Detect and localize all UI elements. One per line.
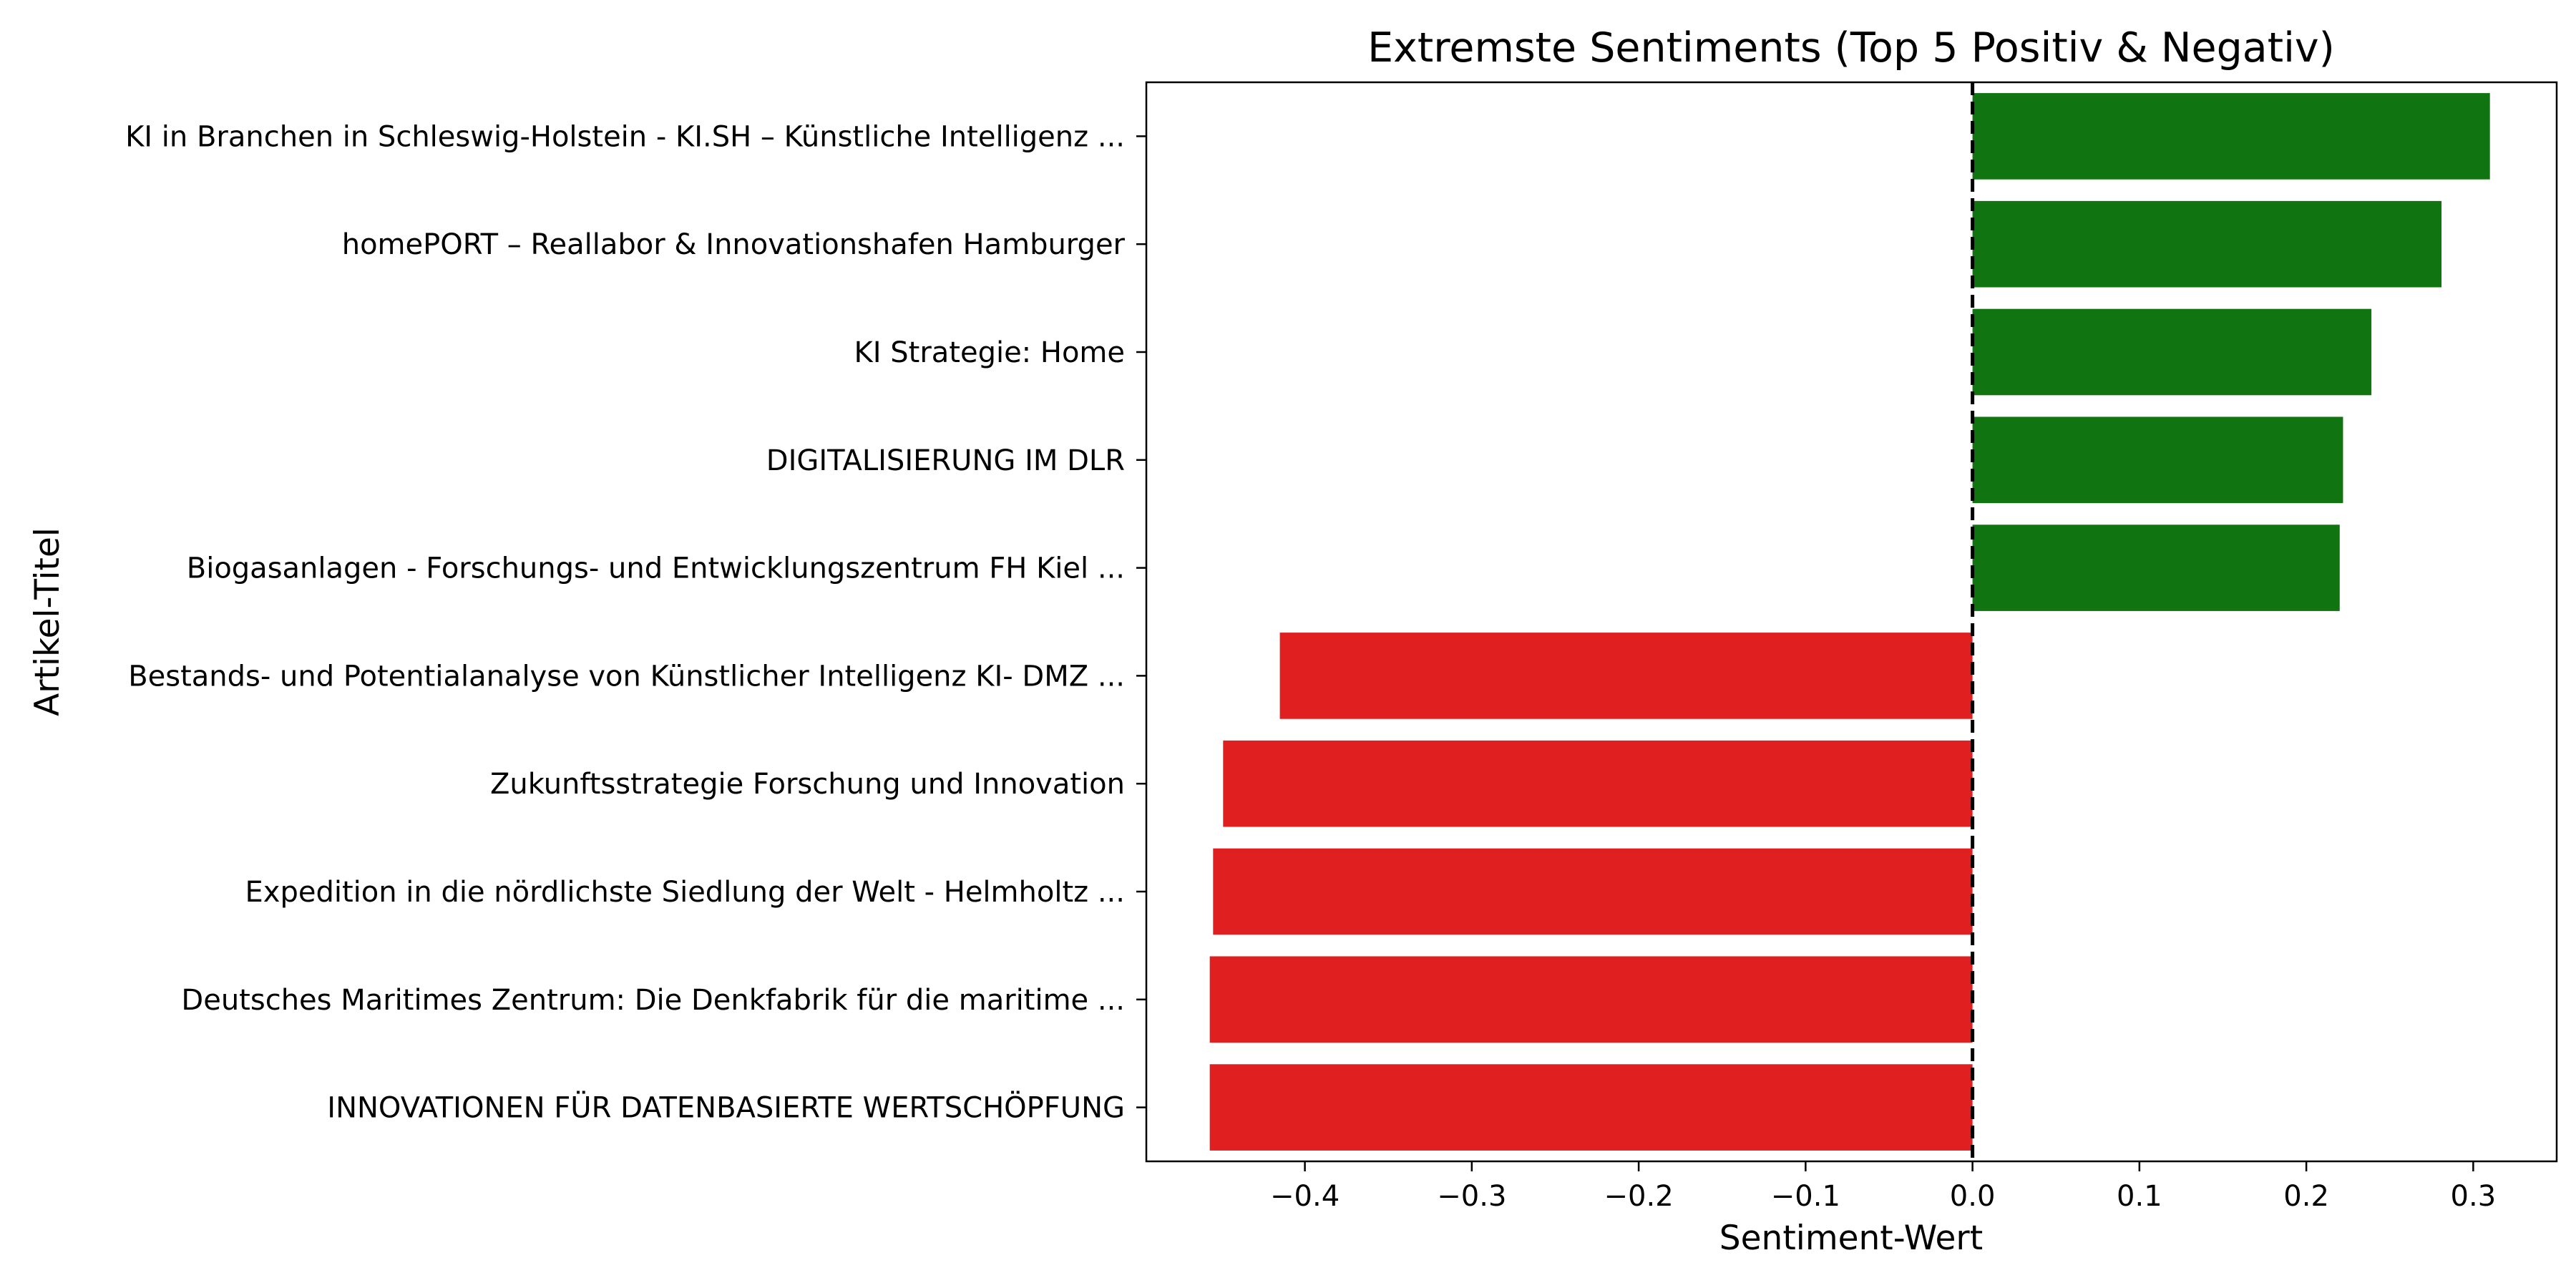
bar-3 xyxy=(1972,308,2372,396)
bar-8 xyxy=(1213,848,1973,935)
bar-2 xyxy=(1972,200,2442,288)
y-tick-label: KI Strategie: Home xyxy=(854,336,1126,369)
bar-4 xyxy=(1972,416,2343,504)
y-tick-label: Deutsches Maritimes Zentrum: Die Denkfab… xyxy=(181,984,1125,1017)
y-tick-label: Biogasanlagen - Forschungs- und Entwickl… xyxy=(187,552,1125,585)
y-tick-label: Zukunftsstrategie Forschung und Innovati… xyxy=(490,768,1125,801)
y-tick-label: INNOVATIONEN FÜR DATENBASIERTE WERTSCHÖP… xyxy=(327,1091,1125,1125)
x-tick-label: 0.2 xyxy=(2283,1180,2329,1213)
y-tick-label: homePORT – Reallabor & Innovationshafen … xyxy=(342,228,1126,261)
x-tick-label: −0.2 xyxy=(1604,1180,1674,1213)
x-axis-ticks: −0.4 −0.3 −0.2 −0.1 0.0 0.1 0.2 0.3 xyxy=(1270,1161,2496,1213)
bar-9 xyxy=(1209,956,1973,1043)
x-tick-label: −0.1 xyxy=(1771,1180,1840,1213)
y-axis-ticks: KI in Branchen in Schleswig-Holstein - K… xyxy=(125,120,1146,1125)
plot-frame xyxy=(1145,81,2558,1163)
y-tick-label: Bestands- und Potentialanalyse von Künst… xyxy=(128,660,1125,693)
bar-6 xyxy=(1279,633,1973,719)
x-axis-label: Sentiment-Wert xyxy=(1719,1219,1983,1258)
chart-title: Extremste Sentiments (Top 5 Positiv & Ne… xyxy=(1367,24,2335,72)
y-tick-label: KI in Branchen in Schleswig-Holstein - K… xyxy=(125,120,1125,153)
x-tick-label: 0.1 xyxy=(2117,1180,2162,1213)
bar-10 xyxy=(1209,1064,1973,1151)
y-tick-label: DIGITALISIERUNG IM DLR xyxy=(766,444,1125,477)
y-axis-label: Artikel-Titel xyxy=(28,527,67,716)
bar-7 xyxy=(1223,740,1973,827)
y-tick-label: Expedition in die nördlichste Siedlung d… xyxy=(245,876,1125,909)
bars-group xyxy=(1209,93,2490,1151)
x-tick-label: −0.4 xyxy=(1270,1180,1340,1213)
bar-1 xyxy=(1972,93,2490,180)
x-tick-label: −0.3 xyxy=(1437,1180,1506,1213)
bar-5 xyxy=(1972,525,2340,611)
x-tick-label: 0.0 xyxy=(1950,1180,1996,1213)
x-tick-label: 0.3 xyxy=(2451,1180,2497,1213)
